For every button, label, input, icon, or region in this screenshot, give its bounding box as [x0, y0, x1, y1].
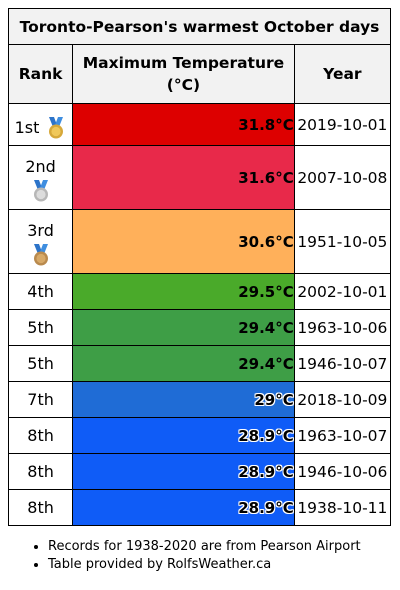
- bronze-medal-icon: [33, 244, 48, 266]
- date-cell: 1946-10-07: [293, 345, 392, 382]
- temperature-cell: 28.9°C: [72, 453, 295, 490]
- table-row: 2nd 31.6°C 2007-10-08: [7, 145, 392, 210]
- table-row: 4th 29.5°C 2002-10-01: [7, 273, 392, 310]
- date-cell: 2007-10-08: [293, 145, 392, 210]
- header-temperature: Maximum Temperature (°C): [72, 44, 295, 104]
- table-row: 3rd 30.6°C 1951-10-05: [7, 209, 392, 274]
- table-title: Toronto-Pearson's warmest October days: [8, 8, 391, 45]
- rank-cell: 8th: [7, 489, 74, 526]
- rank-label: 3rd: [27, 221, 54, 240]
- table-row: 1st 31.8°C 2019-10-01: [7, 103, 392, 146]
- rank-cell: 4th: [7, 273, 74, 310]
- notes-list: Records for 1938-2020 are from Pearson A…: [0, 538, 361, 574]
- temperature-cell: 31.8°C: [72, 103, 295, 146]
- temperature-cell: 29°C: [72, 381, 295, 418]
- date-cell: 2002-10-01: [293, 273, 392, 310]
- header-year: Year: [293, 44, 392, 104]
- temperature-cell: 28.9°C: [72, 489, 295, 526]
- table-row: 8th 28.9°C 1938-10-11: [7, 489, 392, 526]
- rank-label: 1st: [14, 117, 40, 137]
- header-row: Rank Maximum Temperature (°C) Year: [7, 44, 392, 104]
- rank-cell: 3rd: [7, 209, 74, 274]
- table-row: 5th 29.4°C 1963-10-06: [7, 309, 392, 346]
- note-item: Records for 1938-2020 are from Pearson A…: [48, 538, 361, 556]
- temperature-cell: 28.9°C: [72, 417, 295, 454]
- rank-cell: 7th: [7, 381, 74, 418]
- header-temperature-line1: Maximum Temperature: [82, 54, 285, 72]
- date-cell: 2018-10-09: [293, 381, 392, 418]
- records-table: Toronto-Pearson's warmest October days R…: [7, 8, 392, 526]
- header-rank: Rank: [7, 44, 74, 104]
- table-row: 8th 28.9°C 1946-10-06: [7, 453, 392, 490]
- rank-label: 2nd: [25, 157, 56, 176]
- temperature-cell: 29.4°C: [72, 309, 295, 346]
- temperature-cell: 29.4°C: [72, 345, 295, 382]
- rank-cell: 2nd: [7, 145, 74, 210]
- table-row: 5th 29.4°C 1946-10-07: [7, 345, 392, 382]
- temperature-cell: 30.6°C: [72, 209, 295, 274]
- table-row: 8th 28.9°C 1963-10-07: [7, 417, 392, 454]
- rank-cell: 1st: [7, 103, 74, 146]
- date-cell: 1963-10-07: [293, 417, 392, 454]
- date-cell: 1946-10-06: [293, 453, 392, 490]
- silver-medal-icon: [33, 180, 48, 202]
- header-temperature-unit: (°C): [166, 76, 201, 94]
- date-cell: 1963-10-06: [293, 309, 392, 346]
- note-item: Table provided by RolfsWeather.ca: [48, 556, 361, 574]
- rank-cell: 5th: [7, 345, 74, 382]
- date-cell: 2019-10-01: [293, 103, 392, 146]
- gold-medal-icon: [48, 116, 63, 138]
- rank-cell: 5th: [7, 309, 74, 346]
- rank-cell: 8th: [7, 417, 74, 454]
- date-cell: 1951-10-05: [293, 209, 392, 274]
- table-row: 7th 29°C 2018-10-09: [7, 381, 392, 418]
- date-cell: 1938-10-11: [293, 489, 392, 526]
- rank-cell: 8th: [7, 453, 74, 490]
- temperature-cell: 31.6°C: [72, 145, 295, 210]
- temperature-cell: 29.5°C: [72, 273, 295, 310]
